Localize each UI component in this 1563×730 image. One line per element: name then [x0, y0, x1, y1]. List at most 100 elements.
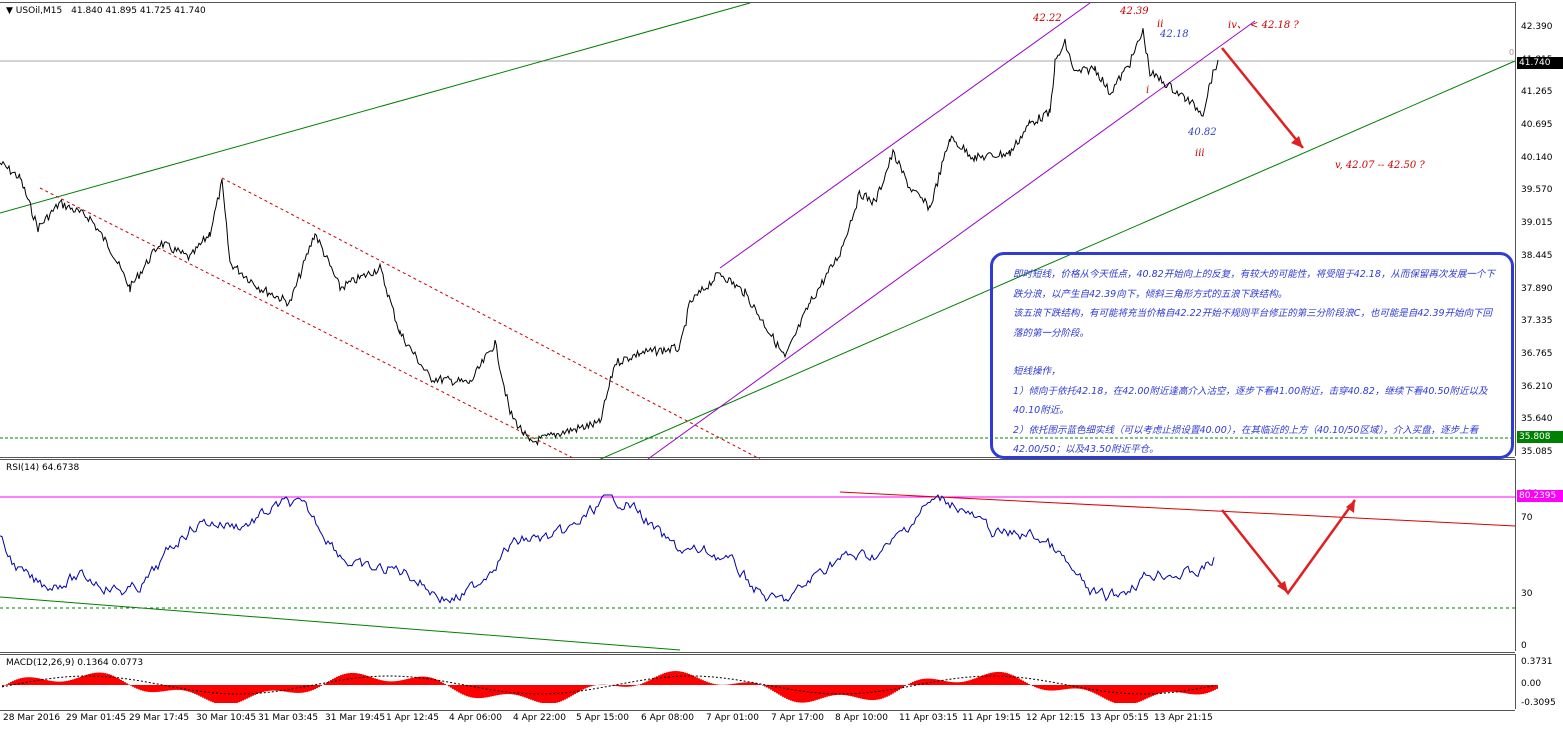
macd-histogram-bar [1022, 680, 1024, 685]
macd-histogram-bar [970, 679, 972, 685]
macd-histogram-bar [672, 671, 674, 685]
rsi-red-trendline [839, 491, 1516, 527]
chart-menu-arrow-icon[interactable]: ▼ [6, 6, 13, 16]
macd-histogram-bar [556, 685, 558, 703]
macd-histogram-bar [908, 683, 910, 685]
time-axis[interactable]: 28 Mar 2016 29 Mar 01:45 29 Mar 17:45 30 Ma… [0, 710, 1515, 730]
macd-histogram-bar [216, 685, 218, 703]
macd-histogram-bar [418, 676, 420, 685]
macd-histogram-bar [1092, 685, 1094, 693]
rsi-pane[interactable]: RSI(14) 64.6738 [0, 459, 1516, 653]
macd-histogram-bar [296, 685, 298, 693]
macd-histogram-bar [326, 682, 328, 685]
comment-line-1: 即时短线，价格从今天低点，40.82开始向上的反复，有较大的可能性，将受阻于42… [1013, 269, 1495, 300]
time-tick-label: 7 Apr 17:00 [771, 713, 824, 723]
macd-histogram-bar [1138, 685, 1140, 702]
macd-histogram-bar [888, 685, 890, 696]
macd-histogram-bar [498, 685, 500, 695]
annotation-wave-ii: ii [1157, 19, 1164, 30]
macd-histogram-bar [36, 678, 38, 685]
macd-histogram-bar [18, 678, 20, 685]
macd-histogram-bar [1202, 685, 1204, 694]
macd-histogram-bar [1048, 685, 1050, 691]
rsi-axis[interactable]: 1007030080.2395 [1515, 459, 1563, 651]
macd-histogram-bar [284, 685, 286, 692]
macd-histogram-bar [500, 685, 502, 695]
macd-histogram-bar [450, 685, 452, 688]
time-tick-label: 4 Apr 06:00 [449, 713, 502, 723]
macd-histogram-bar [24, 677, 26, 685]
macd-histogram-bar [64, 681, 66, 685]
macd-histogram-bar [534, 685, 536, 702]
macd-histogram-bar [1200, 685, 1202, 695]
macd-histogram-bar [1166, 685, 1168, 693]
macd-histogram-bar [968, 680, 970, 685]
macd-histogram-bar [878, 685, 880, 700]
macd-histogram-bar [184, 685, 186, 691]
macd-histogram-bar [1044, 685, 1046, 691]
macd-histogram-bar [268, 685, 270, 691]
macd-histogram-bar [430, 677, 432, 685]
macd-histogram-bar [974, 678, 976, 685]
support-price-tag: 35.808 [1517, 431, 1563, 443]
macd-histogram-bar [278, 685, 280, 691]
macd-histogram-bar [646, 681, 648, 685]
macd-histogram-bar [744, 682, 746, 685]
macd-histogram-bar [1180, 685, 1182, 693]
time-tick-label: 31 Mar 03:45 [258, 713, 319, 723]
macd-histogram-bar [684, 672, 686, 685]
macd-histogram-bar [46, 680, 48, 685]
macd-histogram-bar [780, 685, 782, 696]
time-tick-label: 30 Mar 10:45 [196, 713, 257, 723]
price-chart-pane[interactable]: ▼ USOil,M15 41.840 41.895 41.725 41.740 … [0, 2, 1522, 469]
macd-histogram-bar [518, 685, 520, 696]
macd-histogram-bar [876, 685, 878, 700]
macd-histogram-bar [740, 682, 742, 685]
macd-histogram-bar [254, 685, 256, 695]
macd-histogram-bar [1040, 685, 1042, 690]
macd-histogram-bar [692, 675, 694, 685]
macd-histogram-bar [1008, 673, 1010, 685]
macd-histogram-bar [10, 682, 12, 685]
macd-histogram-bar [434, 678, 436, 685]
macd-pane[interactable]: MACD(12,26,9) 0.1364 0.0773 [0, 654, 1515, 711]
macd-histogram-bar [566, 685, 568, 699]
macd-histogram-bar [314, 685, 316, 690]
macd-histogram-bar [804, 685, 806, 703]
rsi-projection-arrow [1221, 499, 1357, 596]
macd-histogram-bar [678, 671, 680, 685]
comment-line-2: 该五浪下跌结构，有可能将充当价格自42.22开始不规则平台修正的第三分阶段浪C，… [1013, 308, 1493, 339]
macd-histogram-bar [394, 681, 396, 685]
macd-histogram-bar [932, 678, 934, 685]
macd-histogram-bar [1162, 685, 1164, 693]
macd-histogram-bar [574, 685, 576, 695]
macd-histogram-bar [306, 685, 308, 692]
macd-histogram-bar [38, 678, 40, 685]
macd-histogram-bar [830, 685, 832, 696]
macd-histogram-bar [340, 675, 342, 685]
macd-histogram-bar [374, 678, 376, 685]
macd-histogram-bar [1208, 685, 1210, 693]
macd-histogram-bar [742, 682, 744, 685]
macd-histogram-bar [308, 685, 310, 692]
macd-histogram-bar [404, 679, 406, 685]
macd-histogram-bar [496, 685, 498, 696]
macd-histogram-bar [454, 685, 456, 691]
macd-histogram-bar [768, 685, 770, 689]
macd-histogram-bar [784, 685, 786, 698]
macd-histogram-bar [276, 685, 278, 691]
price-axis[interactable]: 42.39041.81541.26540.69540.14039.57039.0… [1515, 2, 1563, 457]
price-tick-label: 40.140 [1521, 152, 1553, 163]
time-tick-label: 29 Mar 01:45 [66, 713, 127, 723]
macd-histogram-bar [88, 674, 90, 685]
macd-axis[interactable]: 0.3731 0.00 -0.3095 [1515, 654, 1563, 709]
macd-histogram-bar [1170, 685, 1172, 692]
macd-histogram-bar [1064, 685, 1066, 690]
macd-histogram-bar [840, 685, 842, 695]
macd-histogram-bar [96, 672, 98, 685]
macd-histogram-bar [8, 683, 10, 685]
price-tick-label: 37.890 [1521, 283, 1553, 294]
macd-histogram-bar [426, 676, 428, 685]
macd-histogram-bar [920, 679, 922, 685]
macd-histogram-bar [408, 678, 410, 685]
